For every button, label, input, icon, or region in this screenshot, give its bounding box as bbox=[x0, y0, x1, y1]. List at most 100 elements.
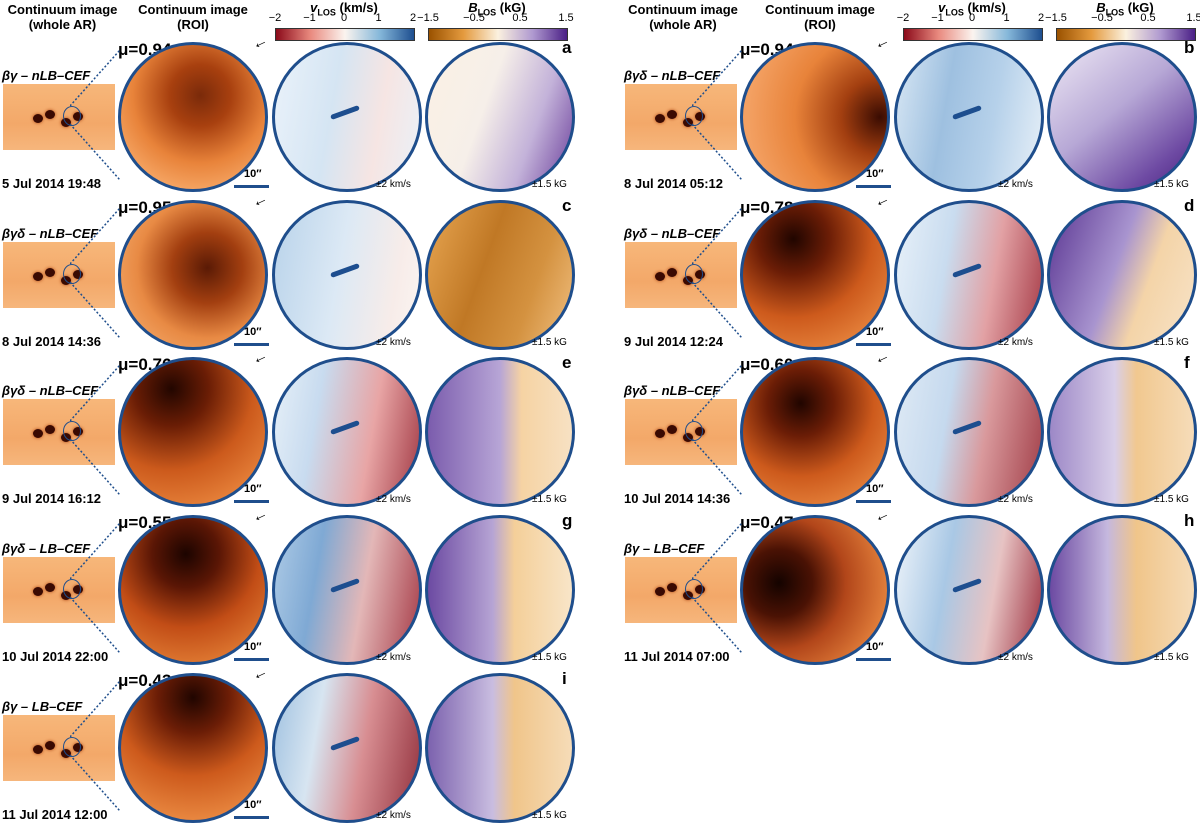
scale-bar-label: 10″ bbox=[244, 641, 262, 653]
scale-bar bbox=[856, 343, 891, 346]
vlos-range-label: ±2 km/s bbox=[376, 179, 411, 190]
panel-f: μ=0.60 βγδ – nLB–CEF 10 Jul 2014 14:36 ← f 10… bbox=[622, 346, 1200, 507]
scale-bar-label: 10″ bbox=[866, 326, 884, 338]
zoom-connector-lines bbox=[70, 522, 121, 654]
panel-b: μ=0.94 βγδ – nLB–CEF 8 Jul 2014 05:12 ← b 10″… bbox=[622, 31, 1200, 192]
vlos-range-label: ±2 km/s bbox=[376, 337, 411, 348]
vlos-disk bbox=[894, 357, 1044, 507]
roi-marker-circle bbox=[63, 106, 81, 126]
date-label: 8 Jul 2014 05:12 bbox=[624, 176, 724, 191]
scale-bar-label: 10″ bbox=[866, 641, 884, 653]
continuum-roi-disk bbox=[740, 515, 890, 665]
blos-disk bbox=[425, 673, 575, 823]
scale-bar bbox=[234, 658, 269, 661]
panel-letter: d bbox=[1184, 196, 1195, 215]
classification-label: βγδ – nLB–CEF bbox=[624, 226, 721, 241]
whole-ar-thumbnail bbox=[3, 399, 115, 465]
vlos-range-label: ±2 km/s bbox=[998, 652, 1033, 663]
vlos-title-unit: (km/s) bbox=[335, 0, 378, 15]
panel-letter: g bbox=[562, 511, 573, 530]
sunspot bbox=[45, 425, 55, 434]
vlos-tick-left: 0 bbox=[340, 12, 348, 24]
roi-marker-circle bbox=[685, 264, 703, 284]
vlos-colorbar-title-right: vLOS (km/s) bbox=[903, 0, 1041, 18]
sunspot bbox=[33, 114, 43, 123]
panel-e: μ=0.76 βγδ – nLB–CEF 9 Jul 2014 16:12 ← e 10″… bbox=[0, 346, 600, 507]
vlos-range-label: ±2 km/s bbox=[376, 810, 411, 821]
header-roi-right: Continuum image (ROI) bbox=[765, 2, 875, 32]
continuum-roi-disk bbox=[740, 200, 890, 350]
classification-label: βγ – nLB–CEF bbox=[2, 68, 91, 83]
roi-marker-circle bbox=[63, 737, 81, 757]
panel-h: μ=0.47 βγ – LB–CEF 11 Jul 2014 07:00 ← h 10″ ±… bbox=[622, 504, 1200, 665]
sunspot bbox=[33, 429, 43, 438]
sunspot bbox=[33, 745, 43, 754]
vlos-disk bbox=[272, 673, 422, 823]
vlos-tick-right: 0 bbox=[968, 12, 976, 24]
classification-label: βγδ – LB–CEF bbox=[2, 541, 91, 556]
blos-range-label: ±1.5 kG bbox=[532, 810, 567, 821]
blos-range-label: ±1.5 kG bbox=[532, 337, 567, 348]
blos-colorbar-title-right-col2: BLOS (kG) bbox=[1056, 0, 1194, 18]
continuum-roi-disk bbox=[118, 673, 268, 823]
classification-label: βγ – LB–CEF bbox=[624, 541, 705, 556]
classification-label: βγδ – nLB–CEF bbox=[2, 383, 99, 398]
vlos-disk bbox=[272, 357, 422, 507]
zoom-connector-lines bbox=[70, 207, 121, 339]
blos-range-label: ±1.5 kG bbox=[1154, 179, 1189, 190]
blos-disk bbox=[425, 357, 575, 507]
vlos-disk bbox=[272, 515, 422, 665]
roi-marker-circle bbox=[63, 264, 81, 284]
sunspot bbox=[45, 268, 55, 277]
blos-disk bbox=[1047, 200, 1197, 350]
zoom-connector-lines bbox=[70, 49, 121, 181]
vlos-title-var: v bbox=[310, 0, 318, 15]
classification-label: βγδ – nLB–CEF bbox=[2, 226, 99, 241]
scale-bar-label: 10″ bbox=[244, 326, 262, 338]
vlos-tick-left: 1 bbox=[375, 12, 382, 24]
date-label: 10 Jul 2014 14:36 bbox=[624, 491, 731, 506]
disk-center-arrow-icon: ← bbox=[248, 662, 271, 685]
blos-colorbar-right-col2 bbox=[1056, 28, 1196, 41]
panel-letter: a bbox=[562, 38, 572, 57]
roi-marker-circle bbox=[685, 421, 703, 441]
sunspot bbox=[45, 741, 55, 750]
panel-a: μ=0.94 βγ – nLB–CEF 5 Jul 2014 19:48 ← a 10″ ±… bbox=[0, 31, 600, 192]
date-label: 10 Jul 2014 22:00 bbox=[2, 649, 109, 664]
blos-tick-right-col2: −1.5 bbox=[1045, 12, 1067, 24]
zoom-connector-lines bbox=[692, 49, 743, 181]
vlos-disk bbox=[272, 42, 422, 192]
continuum-roi-disk bbox=[118, 357, 268, 507]
blos-title-var: B bbox=[1096, 0, 1106, 15]
whole-ar-thumbnail bbox=[3, 557, 115, 623]
vlos-disk bbox=[894, 200, 1044, 350]
vlos-disk bbox=[894, 42, 1044, 192]
roi-marker-circle bbox=[685, 579, 703, 599]
whole-ar-thumbnail bbox=[625, 557, 737, 623]
zoom-connector-lines bbox=[692, 522, 743, 654]
blos-range-label: ±1.5 kG bbox=[532, 652, 567, 663]
vlos-feature bbox=[952, 420, 982, 435]
panel-g: μ=0.55 βγδ – LB–CEF 10 Jul 2014 22:00 ← g 10″… bbox=[0, 504, 600, 665]
scale-bar-label: 10″ bbox=[244, 483, 262, 495]
scale-bar bbox=[856, 500, 891, 503]
date-label: 11 Jul 2014 12:00 bbox=[2, 807, 108, 822]
panel-letter: h bbox=[1184, 511, 1195, 530]
vlos-disk bbox=[272, 200, 422, 350]
vlos-title-var: v bbox=[938, 0, 946, 15]
blos-colorbar-right-col1 bbox=[428, 28, 568, 41]
blos-tick-right-col1: −0.5 bbox=[463, 12, 485, 24]
vlos-feature bbox=[952, 263, 982, 278]
vlos-colorbar-right bbox=[903, 28, 1043, 41]
whole-ar-thumbnail bbox=[625, 84, 737, 150]
blos-disk bbox=[425, 515, 575, 665]
panel-c: μ=0.95 βγδ – nLB–CEF 8 Jul 2014 14:36 ← c 10″… bbox=[0, 189, 600, 350]
whole-ar-thumbnail bbox=[3, 84, 115, 150]
scale-bar bbox=[856, 185, 891, 188]
scale-bar bbox=[234, 343, 269, 346]
classification-label: βγ – LB–CEF bbox=[2, 699, 83, 714]
vlos-disk bbox=[894, 515, 1044, 665]
sunspot bbox=[667, 425, 677, 434]
classification-label: βγδ – nLB–CEF bbox=[624, 68, 721, 83]
scale-bar-label: 10″ bbox=[244, 799, 262, 811]
